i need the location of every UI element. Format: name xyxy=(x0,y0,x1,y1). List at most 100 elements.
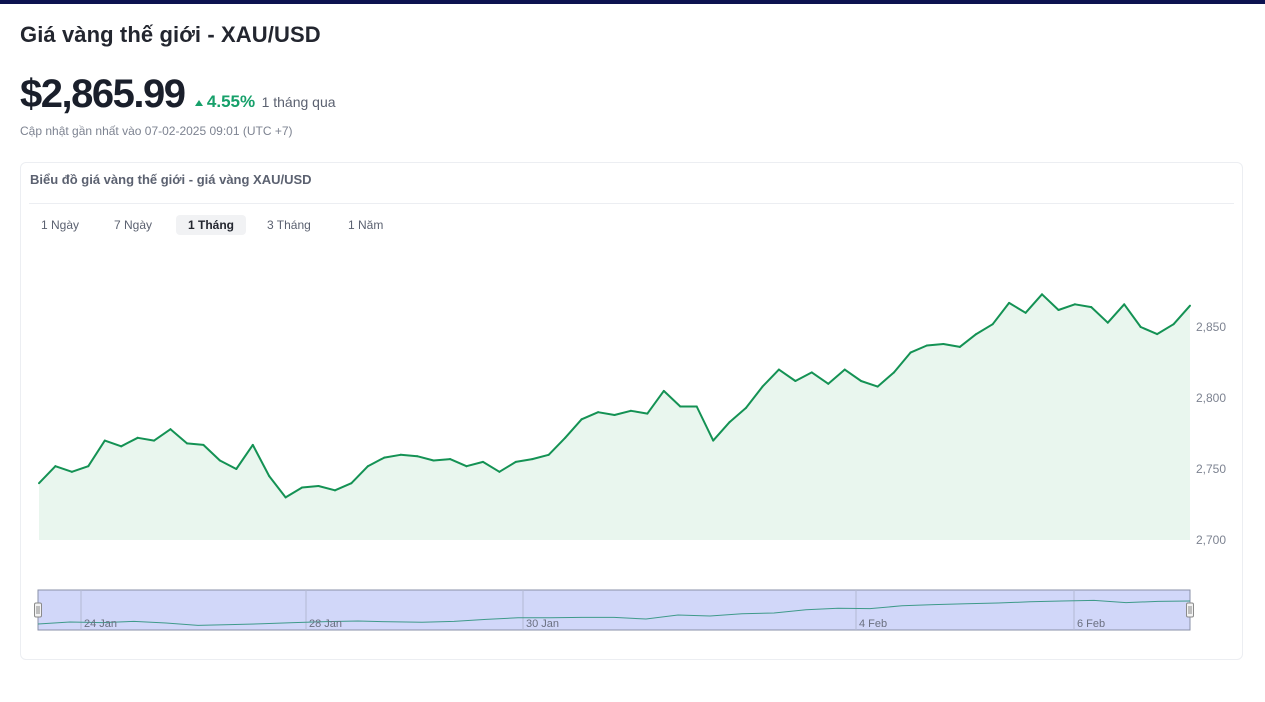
price-summary: $2,865.99 4.55% 1 tháng qua xyxy=(20,72,336,120)
tab-3-months[interactable]: 3 Tháng xyxy=(255,215,323,235)
last-updated: Cập nhật gần nhất vào 07-02-2025 09:01 (… xyxy=(20,124,293,138)
price-line-segment xyxy=(1139,326,1159,336)
y-tick-label: 2,850 xyxy=(1196,320,1226,334)
price-line-segment xyxy=(416,455,435,462)
price-line-segment xyxy=(235,443,254,470)
tab-1-year[interactable]: 1 Năm xyxy=(336,215,395,235)
navigator-selection[interactable] xyxy=(37,589,1191,631)
price-line-segment xyxy=(909,344,928,354)
price-line-segment xyxy=(268,475,287,499)
price-line-segment xyxy=(153,428,172,442)
price-line-segment xyxy=(860,380,879,388)
price-line-segment xyxy=(482,460,501,473)
price-line-segment xyxy=(1041,293,1060,311)
price-line-segment xyxy=(646,389,665,415)
price-line-segment xyxy=(498,460,517,473)
navigator-handle-left[interactable] xyxy=(34,602,42,618)
current-price: $2,865.99 xyxy=(20,72,186,116)
price-line-segment xyxy=(38,465,57,485)
price-line-segment xyxy=(827,368,846,385)
main-plot: 2,700 2,750 2,800 2,850 xyxy=(38,293,1226,547)
price-line-segment xyxy=(1123,303,1142,328)
price-line-segment xyxy=(958,333,978,348)
price-line-segment xyxy=(597,411,616,416)
page-title: Giá vàng thế giới - XAU/USD xyxy=(20,22,321,47)
price-line-segment xyxy=(301,485,320,489)
card-divider xyxy=(29,203,1234,204)
price-line-segment xyxy=(120,436,139,448)
price-line-segment xyxy=(284,486,304,499)
price-line-segment xyxy=(925,343,945,347)
price-line-segment xyxy=(1156,323,1175,336)
price-line-segment xyxy=(942,343,961,348)
price-line-segment xyxy=(1106,303,1126,324)
price-line-segment xyxy=(186,442,205,446)
navigator-date-label: 30 Jan xyxy=(526,618,559,630)
price-line-segment xyxy=(350,465,369,485)
price-line-segment xyxy=(514,458,534,463)
header-accent-bar xyxy=(0,0,1265,4)
price-line-segment xyxy=(728,406,747,424)
price-line-segment xyxy=(761,368,780,388)
tab-1-month[interactable]: 1 Tháng xyxy=(176,215,247,235)
navigator-date-labels: 24 Jan 28 Jan 30 Jan 4 Feb 6 Feb xyxy=(84,618,1105,630)
price-line-segment xyxy=(810,371,830,385)
price-line-segment xyxy=(87,439,106,468)
price-line-segment xyxy=(893,351,912,374)
y-tick-label: 2,700 xyxy=(1196,533,1226,547)
price-line-segment xyxy=(334,482,353,492)
price-change: 4.55% 1 tháng qua xyxy=(194,92,336,112)
price-line-segment xyxy=(531,453,550,461)
tab-7-days[interactable]: 7 Ngày xyxy=(102,215,164,235)
navigator-handle-right[interactable] xyxy=(1186,602,1194,618)
tab-1-day[interactable]: 1 Ngày xyxy=(29,215,91,235)
handle-grip[interactable] xyxy=(1186,602,1194,618)
handle-grip[interactable] xyxy=(34,602,42,618)
range-navigator[interactable]: 24 Jan 28 Jan 30 Jan 4 Feb 6 Feb xyxy=(34,589,1194,631)
price-line-segment xyxy=(1008,301,1027,314)
price-line-segment xyxy=(399,453,419,458)
price-line-segment xyxy=(564,418,583,439)
price-line-segment xyxy=(383,453,402,459)
price-line-segment xyxy=(843,368,863,382)
change-period: 1 tháng qua xyxy=(261,94,336,110)
price-line-segment xyxy=(449,458,468,468)
price-line-segment xyxy=(876,371,895,388)
price-line-segment xyxy=(745,385,764,409)
price-line-segment xyxy=(1073,303,1093,309)
price-line-segment xyxy=(695,405,715,442)
price-series-line xyxy=(38,293,1191,499)
navigator-date-label: 4 Feb xyxy=(859,618,887,630)
price-line-segment xyxy=(629,409,649,415)
change-percent: 4.55% xyxy=(206,92,256,111)
price-line-segment xyxy=(547,436,567,456)
price-line-segment xyxy=(136,436,156,442)
price-line-segment xyxy=(317,485,336,492)
y-axis: 2,700 2,750 2,800 2,850 xyxy=(1196,320,1226,547)
price-line-segment xyxy=(613,409,632,416)
navigator-date-label: 6 Feb xyxy=(1077,618,1105,630)
price-area-fill xyxy=(39,294,1190,540)
y-tick-label: 2,800 xyxy=(1196,391,1226,405)
price-line-segment xyxy=(1090,306,1109,324)
price-line-segment xyxy=(662,389,682,408)
price-line-segment xyxy=(580,411,600,421)
price-line-segment xyxy=(465,460,484,468)
price-line-segment xyxy=(794,371,813,382)
price-line-segment xyxy=(70,465,90,473)
price-line-segment xyxy=(1024,293,1043,314)
navigator-date-label: 28 Jan xyxy=(309,618,342,630)
price-line-segment xyxy=(1172,304,1191,326)
price-line-segment xyxy=(1057,303,1076,311)
price-line-segment xyxy=(54,465,73,473)
price-line-segment xyxy=(975,323,994,336)
price-line-segment xyxy=(251,443,271,478)
price-line-segment xyxy=(366,456,386,468)
price-line-segment xyxy=(777,368,797,382)
navigator-gridlines xyxy=(80,590,1075,630)
price-line-segment xyxy=(991,301,1011,326)
navigator-date-label: 24 Jan xyxy=(84,618,117,630)
price-line-segment xyxy=(218,459,238,470)
price-line-segment xyxy=(169,428,188,445)
